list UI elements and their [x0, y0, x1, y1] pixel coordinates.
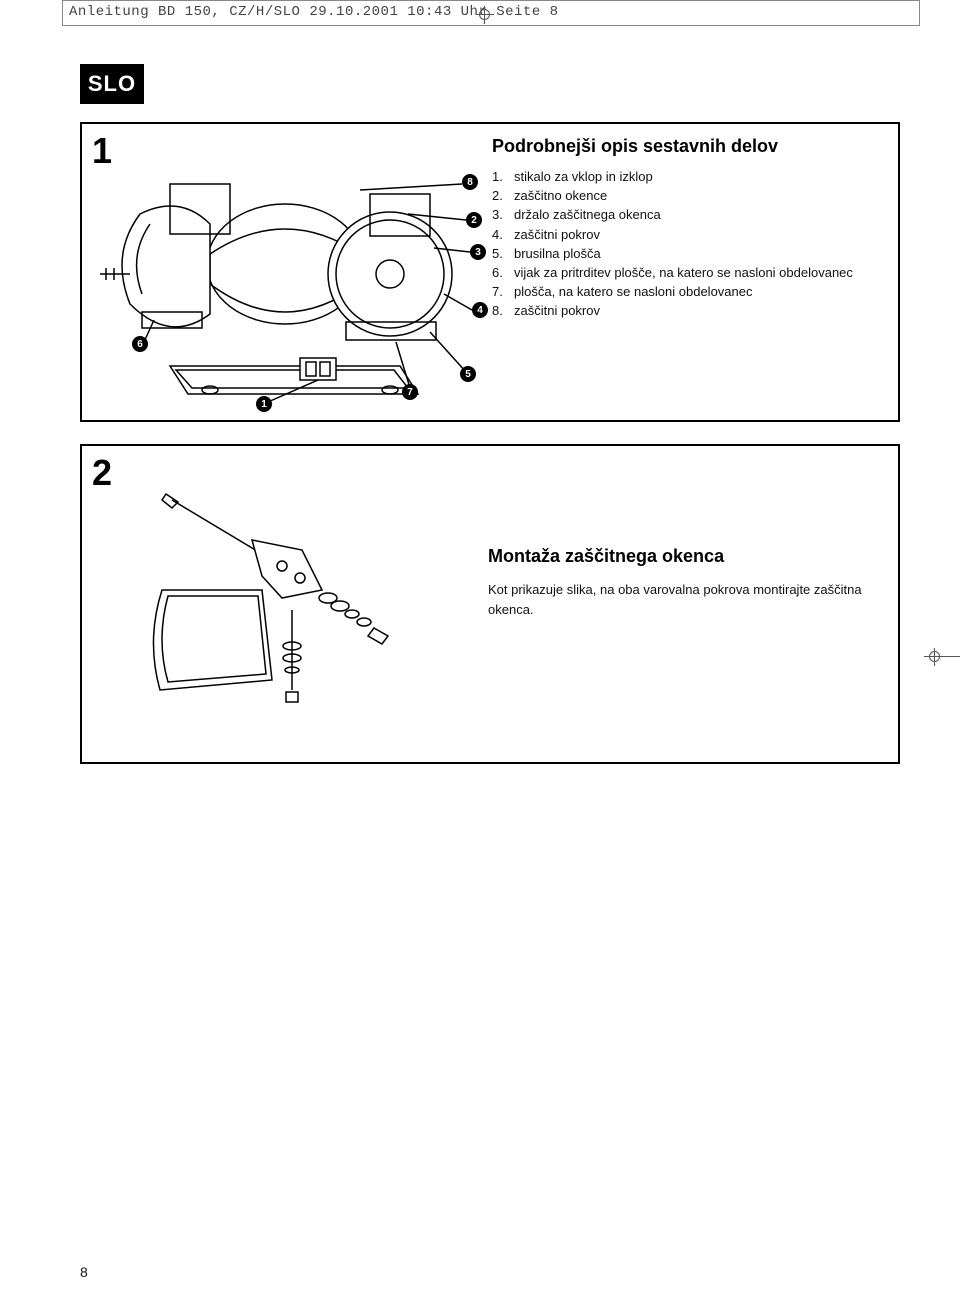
callout-3: 3 [470, 244, 486, 260]
page-number: 8 [80, 1264, 88, 1280]
parts-list: 1.stikalo za vklop in izklop 2.zaščitno … [492, 168, 853, 322]
language-badge: SLO [80, 64, 144, 104]
panel2-body: Kot prikazuje slika, na oba varovalna po… [488, 580, 868, 619]
list-item: 6.vijak za pritrditev plošče, na katero … [492, 264, 853, 282]
panel-number: 2 [92, 452, 112, 494]
callout-1: 1 [256, 396, 272, 412]
callout-5: 5 [460, 366, 476, 382]
callout-2: 2 [466, 212, 482, 228]
callout-7: 7 [402, 384, 418, 400]
bench-grinder-diagram: 8 2 3 4 5 7 1 6 [100, 144, 480, 414]
shield-assembly-diagram [142, 480, 462, 740]
list-item: 1.stikalo za vklop in izklop [492, 168, 853, 186]
list-item: 4.zaščitni pokrov [492, 226, 853, 244]
list-item: 7.plošča, na katero se nasloni obdelovan… [492, 283, 853, 301]
callout-8: 8 [462, 174, 478, 190]
panel-2: 2 [80, 444, 900, 764]
crop-mark-icon [476, 6, 494, 24]
list-item: 8.zaščitni pokrov [492, 302, 853, 320]
crop-mark-icon [924, 648, 960, 666]
list-item: 5.brusilna plošča [492, 245, 853, 263]
panel-1: 1 [80, 122, 900, 422]
language-badge-text: SLO [88, 71, 136, 97]
list-item: 2.zaščitno okence [492, 187, 853, 205]
callout-4: 4 [472, 302, 488, 318]
panel2-title: Montaža zaščitnega okenca [488, 546, 724, 567]
callout-6: 6 [132, 336, 148, 352]
list-item: 3.držalo zaščitnega okenca [492, 206, 853, 224]
panel1-title: Podrobnejši opis sestavnih delov [492, 136, 778, 157]
